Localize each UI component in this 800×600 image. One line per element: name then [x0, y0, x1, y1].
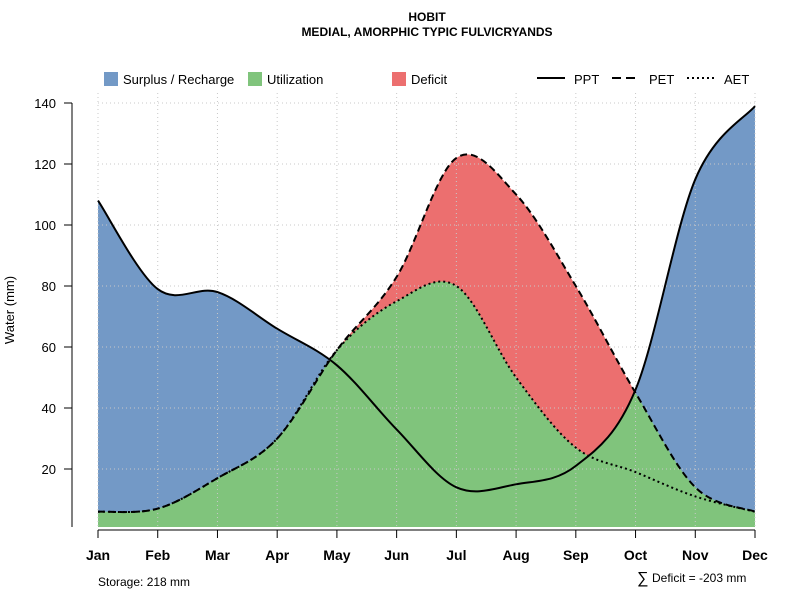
y-tick-label-140: 140: [34, 96, 56, 111]
x-tick-label-jun: Jun: [384, 547, 409, 563]
area-layer: [98, 106, 755, 528]
y-tick-label-120: 120: [34, 157, 56, 172]
y-axis-ticks: 20 40 60 80 100 120 140: [34, 96, 72, 477]
x-axis: Jan Feb Mar Apr May Jun Jul Aug Sep Oct Nov Dec: [86, 529, 768, 563]
legend-label-deficit: Deficit: [411, 72, 448, 87]
y-tick-label-100: 100: [34, 218, 56, 233]
area-surplus-recharge: [98, 106, 755, 527]
x-tick-label-jan: Jan: [86, 547, 110, 563]
y-axis: 20 40 60 80 100 120 140 Water (mm): [2, 96, 73, 527]
legend-label-utilization: Utilization: [267, 72, 323, 87]
deficit-annotation: Deficit = -203 mm: [652, 571, 746, 585]
x-tick-label-oct: Oct: [624, 547, 648, 563]
chart-title: HOBIT: [408, 10, 446, 24]
y-tick-label-40: 40: [42, 401, 56, 416]
legend-swatch-surplus: [104, 72, 118, 86]
legend: Surplus / Recharge Utilization Deficit P…: [104, 72, 749, 87]
chart-subtitle: MEDIAL, AMORPHIC TYPIC FULVICRYANDS: [301, 25, 552, 39]
legend-swatch-deficit: [392, 72, 406, 86]
x-tick-label-sep: Sep: [563, 547, 589, 563]
legend-label-aet: AET: [724, 72, 749, 87]
x-tick-label-may: May: [323, 547, 350, 563]
y-axis-label: Water (mm): [2, 276, 17, 344]
x-tick-label-dec: Dec: [742, 547, 768, 563]
x-tick-label-feb: Feb: [145, 547, 170, 563]
legend-label-pet: PET: [649, 72, 674, 87]
series-line-ppt: [97, 105, 756, 493]
series-line-aet: [97, 280, 756, 514]
series-line-pet: [97, 153, 756, 514]
legend-label-surplus: Surplus / Recharge: [123, 72, 234, 87]
x-tick-label-aug: Aug: [502, 547, 529, 563]
y-tick-label-60: 60: [42, 340, 56, 355]
y-tick-label-80: 80: [42, 279, 56, 294]
grid: [97, 93, 756, 527]
sum-symbol: ∑: [637, 570, 648, 587]
x-tick-label-apr: Apr: [265, 547, 290, 563]
legend-swatch-utilization: [248, 72, 262, 86]
y-tick-label-20: 20: [42, 462, 56, 477]
storage-annotation: Storage: 218 mm: [98, 575, 190, 589]
x-axis-ticks: Jan Feb Mar Apr May Jun Jul Aug Sep Oct Nov Dec: [86, 530, 768, 563]
series-lines: [97, 105, 756, 514]
x-tick-label-mar: Mar: [205, 547, 230, 563]
x-tick-label-nov: Nov: [682, 547, 709, 563]
x-tick-label-jul: Jul: [446, 547, 466, 563]
legend-label-ppt: PPT: [574, 72, 599, 87]
